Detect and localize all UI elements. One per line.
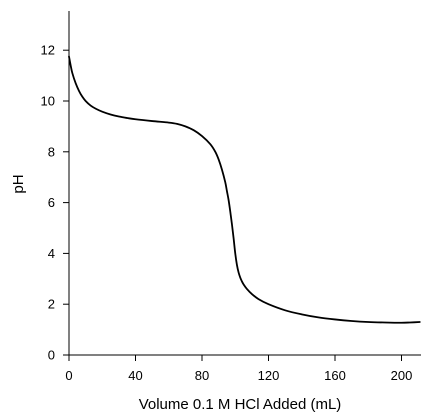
y-tick-label: 12	[41, 43, 55, 58]
y-tick-label: 0	[48, 348, 55, 363]
y-tick-label: 10	[41, 94, 55, 109]
y-tick-label: 2	[48, 297, 55, 312]
x-tick-label: 0	[65, 368, 72, 383]
x-tick-label: 40	[128, 368, 142, 383]
x-axis-title: Volume 0.1 M HCl Added (mL)	[139, 396, 342, 413]
y-axis-ticks: 0 2 4 6 8 10 12	[41, 43, 69, 363]
x-tick-label: 200	[391, 368, 413, 383]
x-tick-label: 120	[258, 368, 280, 383]
ph-titration-line	[68, 55, 421, 324]
y-axis-title: pH	[10, 174, 27, 193]
y-tick-label: 4	[48, 246, 55, 261]
y-tick-label: 8	[48, 144, 55, 159]
x-tick-label: 80	[195, 368, 209, 383]
y-tick-label: 6	[48, 195, 55, 210]
plot-area: 0 40 80 120 160 200 0 2 4 6 8 10 12	[41, 11, 421, 383]
x-axis-ticks: 0 40 80 120 160 200	[65, 355, 412, 383]
x-tick-label: 160	[324, 368, 346, 383]
